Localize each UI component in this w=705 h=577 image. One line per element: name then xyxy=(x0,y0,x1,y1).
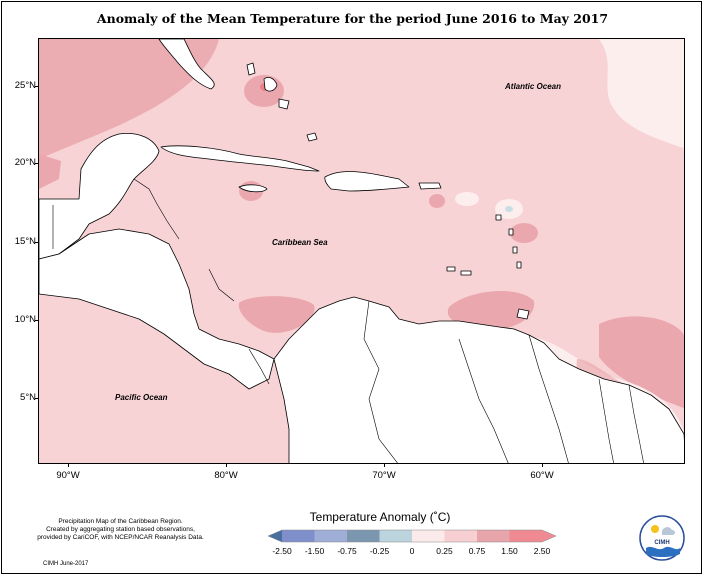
lat-label-10n: 10°N xyxy=(14,314,36,325)
warm-anomaly-lesser-antilles xyxy=(510,223,538,243)
trinidad-land xyxy=(516,308,530,320)
lat-label-20n: 20°N xyxy=(14,157,36,168)
caribbean-sea-label: Caribbean Sea xyxy=(272,238,328,247)
central-america-land xyxy=(39,228,275,390)
legend-colorbar xyxy=(267,529,557,543)
warm-anomaly-venezuela-coast xyxy=(447,290,535,330)
lon-tick xyxy=(68,464,69,467)
lesser-antilles-2 xyxy=(508,228,514,236)
lat-tick xyxy=(35,242,38,243)
legend-tick-label: -1.50 xyxy=(304,546,325,556)
border-panama xyxy=(248,348,270,385)
lon-label-60w: 60°W xyxy=(530,470,554,481)
lat-tick xyxy=(35,398,38,399)
cimh-logo: CIMH xyxy=(639,515,685,561)
legend-swatch xyxy=(282,530,315,542)
credit-line-2: Created by aggregating station based obs… xyxy=(46,526,195,533)
cool-anomaly-guadeloupe xyxy=(505,206,513,212)
border-french-guiana xyxy=(628,384,644,463)
yucatan-land xyxy=(39,132,160,260)
legend-outline xyxy=(267,529,557,543)
map-credit: Precipitation Map of the Caribbean Regio… xyxy=(8,518,233,542)
legend-tick-label: 0.25 xyxy=(436,546,453,556)
aruba-land xyxy=(446,266,456,272)
lesser-antilles-1 xyxy=(495,214,502,221)
border-suriname xyxy=(598,378,614,463)
lesser-antilles-4 xyxy=(516,261,522,269)
credit-line-3: provided by CariCOF, with NCEP/NCAR Rean… xyxy=(37,534,204,541)
warm-anomaly-atlantic-east xyxy=(599,316,684,409)
legend-tick-label: -2.50 xyxy=(272,546,292,556)
legend-tick-label: -0.25 xyxy=(369,546,390,556)
warm-anomaly-florida xyxy=(39,39,219,159)
legend-swatch xyxy=(347,530,380,542)
legend-swatch xyxy=(412,530,445,542)
pacific-ocean-label: Pacific Ocean xyxy=(115,393,168,402)
legend-swatch xyxy=(444,530,477,542)
lat-label-25n: 25°N xyxy=(14,80,36,91)
warm-anomaly-colombia-coast xyxy=(238,296,315,333)
border-venezuela-brazil xyxy=(458,338,509,463)
light-anomaly-virgin-isles xyxy=(455,192,479,206)
lon-tick xyxy=(384,464,385,467)
border-guatemala xyxy=(133,178,180,240)
bahamas-island-2 xyxy=(246,62,256,76)
curacao-land xyxy=(460,270,472,276)
light-anomaly-patch xyxy=(599,39,684,149)
legend-swatch xyxy=(314,530,347,542)
lon-tick xyxy=(542,464,543,467)
anomaly-map xyxy=(39,39,684,463)
lon-label-70w: 70°W xyxy=(372,470,396,481)
credit-date: CIMH June-2017 xyxy=(43,561,89,567)
legend-swatch xyxy=(509,530,542,542)
lat-tick xyxy=(35,86,38,87)
legend-tick-label: 0.75 xyxy=(468,546,486,556)
country-borders xyxy=(52,178,644,463)
bahamas-island-4 xyxy=(306,132,318,142)
bahamas-island-1 xyxy=(263,77,278,92)
credit-line-1: Precipitation Map of the Caribbean Regio… xyxy=(58,518,183,525)
warm-anomaly-yucatan xyxy=(39,154,61,189)
hispaniola-land xyxy=(324,171,410,192)
florida-land xyxy=(158,39,215,90)
map-title: Anomaly of the Mean Temperature for the … xyxy=(96,11,609,26)
legend-arrow-high xyxy=(542,530,556,542)
puerto-rico-land xyxy=(418,182,442,190)
lon-label-80w: 80°W xyxy=(214,470,238,481)
legend-tick-label: -0.75 xyxy=(337,546,357,556)
legend-swatch xyxy=(477,530,510,542)
jamaica-land xyxy=(238,184,268,193)
warm-anomaly-pr xyxy=(429,194,445,208)
cuba-land xyxy=(160,145,320,172)
legend-swatch xyxy=(379,530,412,542)
lesser-antilles-3 xyxy=(512,246,518,254)
logo-text: CIMH xyxy=(654,540,669,546)
border-guyana xyxy=(528,334,569,463)
legend-tick-label: 1.50 xyxy=(501,546,518,556)
map-panel: Atlantic Ocean Caribbean Sea Pacific Oce… xyxy=(38,38,685,464)
legend-tick-label: 0 xyxy=(409,546,415,556)
atlantic-ocean-label: Atlantic Ocean xyxy=(505,82,562,91)
lon-tick xyxy=(226,464,227,467)
legend-title: Temperature Anomaly (˚C) xyxy=(309,510,451,524)
lat-label-15n: 15°N xyxy=(14,236,36,247)
border-honduras xyxy=(208,268,235,302)
border-colombia-venezuela xyxy=(363,300,398,463)
lon-label-90w: 90°W xyxy=(56,470,80,481)
legend-tick-label: 2.50 xyxy=(533,546,551,556)
lat-tick xyxy=(35,163,38,164)
land-masses xyxy=(39,39,684,463)
lat-label-5n: 5°N xyxy=(20,392,36,403)
south-america-land xyxy=(273,296,684,463)
legend-arrow-low xyxy=(268,530,282,542)
lat-tick xyxy=(35,320,38,321)
bahamas-island-3 xyxy=(278,98,290,110)
